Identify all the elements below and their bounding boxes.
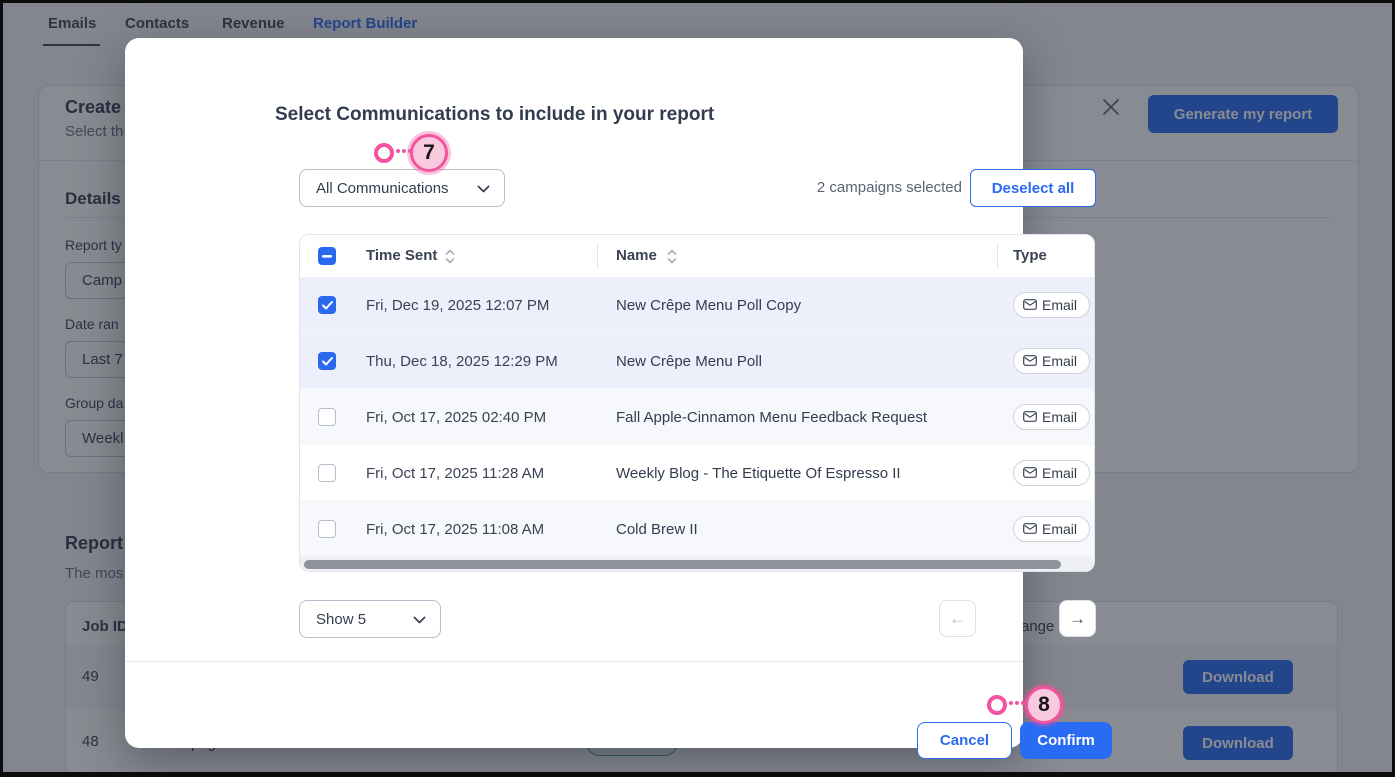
callout-8-anchor-dot <box>987 695 1007 715</box>
sort-icon[interactable] <box>667 249 677 269</box>
time-sent-cell: Thu, Dec 18, 2025 12:29 PM <box>366 353 558 370</box>
time-sent-cell: Fri, Oct 17, 2025 11:28 AM <box>366 465 545 482</box>
table-row[interactable]: Fri, Dec 19, 2025 12:07 PM New Crêpe Men… <box>300 277 1094 333</box>
select-communications-modal: Select Communications to include in your… <box>125 38 1119 759</box>
close-icon[interactable] <box>1100 96 1122 118</box>
time-sent-cell: Fri, Oct 17, 2025 11:08 AM <box>366 521 545 538</box>
time-sent-cell: Fri, Oct 17, 2025 02:40 PM <box>366 409 547 426</box>
row-checkbox-checked[interactable] <box>318 296 336 314</box>
type-badge: Email <box>1013 404 1091 430</box>
row-checkbox-checked[interactable] <box>318 352 336 370</box>
name-column-header[interactable]: Name <box>616 247 657 264</box>
next-page-button[interactable]: → <box>1059 600 1096 637</box>
column-divider <box>997 243 998 269</box>
previous-page-button[interactable]: ← <box>939 600 976 637</box>
filter-dropdown-value: All Communications <box>316 179 449 197</box>
callout-8-marker: 8 <box>1025 686 1063 724</box>
deselect-all-button[interactable]: Deselect all <box>970 169 1096 207</box>
cancel-button[interactable]: Cancel <box>917 722 1012 759</box>
name-cell: New Crêpe Menu Poll <box>616 353 762 370</box>
communications-filter-dropdown[interactable]: All Communications <box>299 169 505 207</box>
callout-7-anchor-dot <box>374 143 394 163</box>
type-badge: Email <box>1013 292 1091 318</box>
row-checkbox-unchecked[interactable] <box>318 464 336 482</box>
name-cell: Weekly Blog - The Etiquette Of Espresso … <box>616 465 901 482</box>
type-label: Email <box>1042 465 1078 481</box>
callout-8-connector <box>1009 701 1025 705</box>
arrow-left-icon: ← <box>949 608 966 628</box>
select-all-checkbox[interactable] <box>318 247 336 265</box>
table-row[interactable]: Fri, Oct 17, 2025 02:40 PM Fall Apple-Ci… <box>300 389 1094 445</box>
name-cell: New Crêpe Menu Poll Copy <box>616 297 802 314</box>
selected-count-text: 2 campaigns selected <box>816 179 962 196</box>
email-icon <box>1023 297 1037 313</box>
email-icon <box>1023 465 1037 481</box>
modal-footer-divider <box>125 661 1023 662</box>
table-row[interactable]: Fri, Oct 17, 2025 11:08 AM Cold Brew II … <box>300 501 1094 557</box>
chevron-down-icon <box>477 180 490 197</box>
type-badge: Email <box>1013 516 1091 542</box>
arrow-right-icon: → <box>1069 608 1086 628</box>
time-sent-cell: Fri, Dec 19, 2025 12:07 PM <box>366 297 550 314</box>
email-icon <box>1023 353 1037 369</box>
callout-7-connector <box>396 149 412 153</box>
type-label: Email <box>1042 353 1078 369</box>
type-badge: Email <box>1013 348 1091 374</box>
modal-title: Select Communications to include in your… <box>275 104 715 125</box>
page-size-value: Show 5 <box>316 610 367 628</box>
table-row[interactable]: Fri, Oct 17, 2025 11:28 AM Weekly Blog -… <box>300 445 1094 501</box>
sort-icon[interactable] <box>445 249 455 269</box>
callout-7-marker: 7 <box>410 134 448 172</box>
type-badge: Email <box>1013 460 1091 486</box>
email-icon <box>1023 409 1037 425</box>
horizontal-scrollbar[interactable] <box>300 557 1094 571</box>
name-cell: Fall Apple-Cinnamon Menu Feedback Reques… <box>616 409 928 426</box>
type-column-header: Type <box>1013 247 1047 264</box>
table-row[interactable]: Thu, Dec 18, 2025 12:29 PM New Crêpe Men… <box>300 333 1094 389</box>
time-sent-column-header[interactable]: Time Sent <box>366 247 438 264</box>
column-divider <box>597 243 598 269</box>
type-label: Email <box>1042 297 1078 313</box>
chevron-down-icon <box>413 611 426 628</box>
scrollbar-thumb[interactable] <box>304 560 1061 569</box>
table-header-row: Time Sent Name Type <box>300 235 1094 278</box>
confirm-button[interactable]: Confirm <box>1020 722 1112 759</box>
page-size-dropdown[interactable]: Show 5 <box>299 600 441 638</box>
row-checkbox-unchecked[interactable] <box>318 408 336 426</box>
email-icon <box>1023 521 1037 537</box>
row-checkbox-unchecked[interactable] <box>318 520 336 538</box>
name-cell: Cold Brew II <box>616 521 698 538</box>
type-label: Email <box>1042 409 1078 425</box>
communications-table: Time Sent Name Type Fri, Dec 19, 2025 12… <box>299 234 1095 572</box>
type-label: Email <box>1042 521 1078 537</box>
